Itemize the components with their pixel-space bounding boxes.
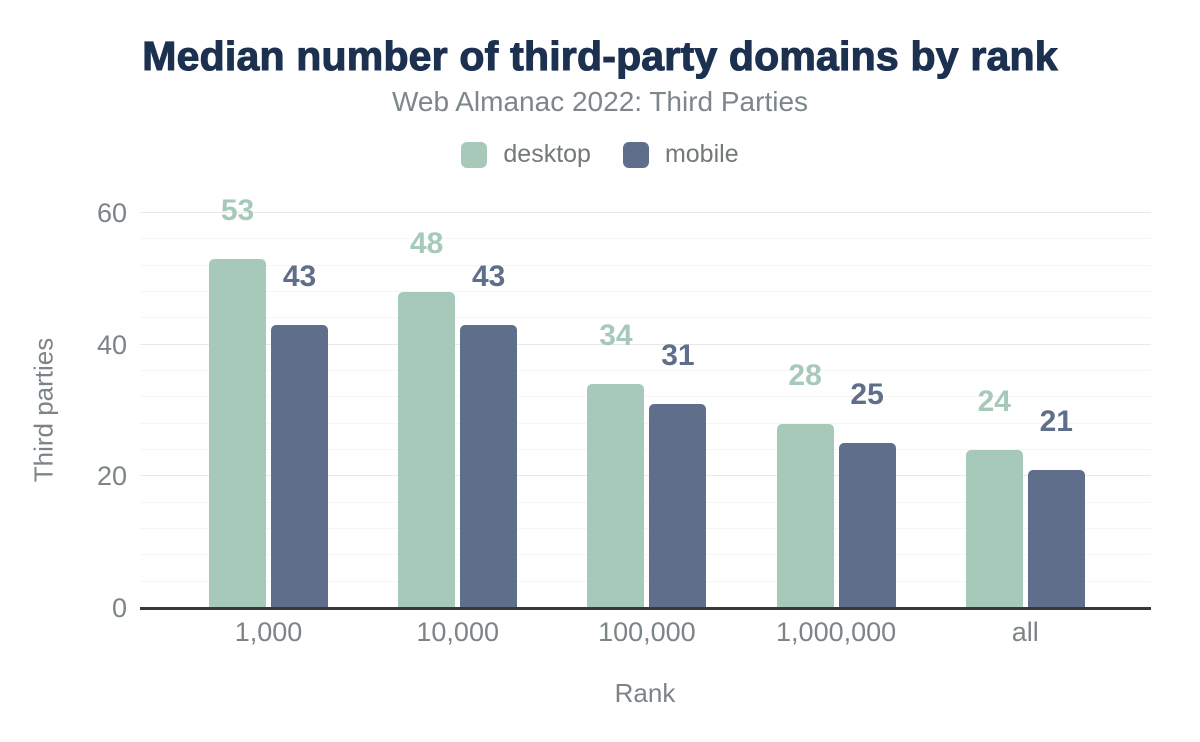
bar-value-label-mobile-1,000: 43 [282, 259, 317, 293]
chart-title: Median number of third-party domains by … [142, 32, 1058, 79]
minor-gridline-56 [140, 238, 1151, 240]
minor-gridline-4 [140, 580, 1151, 582]
bar-mobile-1,000[interactable] [271, 324, 328, 608]
y-tick-label-60: 60 [96, 198, 127, 228]
legend-item-mobile[interactable]: mobile [622, 140, 739, 169]
bar-mobile-100,000[interactable] [649, 403, 707, 608]
x-axis-title: Rank [614, 678, 676, 708]
x-tick-label-100,000: 100,000 [598, 617, 696, 647]
legend-label-desktop: desktop [503, 140, 591, 168]
bar-desktop-100,000[interactable] [587, 384, 645, 608]
x-tick-label-10,000: 10,000 [416, 617, 499, 647]
major-gridline-20 [140, 475, 1151, 477]
y-tick-label-0: 0 [111, 593, 127, 623]
plot-area: 53 48 34 28 24 43 43 31 25 21 [140, 196, 1151, 610]
bar-mobile-1,000,000[interactable] [838, 443, 896, 608]
minor-gridline-28 [140, 422, 1151, 424]
major-gridline-60 [140, 212, 1151, 213]
legend-label-mobile: mobile [664, 140, 739, 168]
minor-gridline-12 [140, 528, 1151, 529]
legend-swatch-desktop [461, 141, 488, 168]
minor-gridline-44 [140, 317, 1151, 319]
bar-desktop-10,000[interactable] [398, 292, 456, 608]
chart-subtitle: Web Almanac 2022: Third Parties [391, 86, 809, 117]
bar-mobile-10,000[interactable] [460, 324, 518, 608]
bar-desktop-all[interactable] [965, 450, 1023, 608]
bar-desktop-1,000[interactable] [209, 259, 266, 608]
bar-value-label-mobile-10,000: 43 [472, 259, 506, 293]
minor-gridline-32 [140, 396, 1151, 398]
bar-value-label-desktop-1,000,000: 28 [788, 358, 822, 392]
minor-gridline-24 [140, 449, 1151, 450]
legend: desktop mobile [0, 140, 1200, 169]
bar-value-label-desktop-all: 24 [977, 385, 1011, 418]
x-tick-label-all: all [1011, 617, 1039, 647]
major-gridline-40 [140, 343, 1151, 345]
minor-gridline-52 [140, 264, 1151, 266]
bar-value-label-desktop-10,000: 48 [410, 227, 444, 260]
legend-item-desktop[interactable]: desktop [461, 140, 591, 169]
x-axis-line [140, 607, 1151, 610]
y-tick-label-40: 40 [96, 329, 127, 360]
x-tick-label-1,000,000: 1,000,000 [776, 617, 897, 647]
bar-desktop-1,000,000[interactable] [776, 423, 834, 608]
bar-value-label-desktop-1,000: 53 [220, 194, 255, 228]
minor-gridline-48 [140, 291, 1151, 292]
minor-gridline-8 [140, 554, 1151, 556]
bar-value-label-mobile-100,000: 31 [661, 338, 695, 372]
bar-mobile-all[interactable] [1027, 469, 1085, 608]
minor-gridline-36 [140, 370, 1151, 371]
x-tick-label-1,000: 1,000 [234, 617, 303, 647]
minor-gridline-16 [140, 501, 1151, 503]
bar-value-label-mobile-all: 21 [1039, 404, 1073, 438]
y-tick-label-20: 20 [96, 461, 127, 492]
legend-swatch-mobile [622, 141, 649, 168]
bar-value-label-mobile-1,000,000: 25 [850, 378, 884, 412]
bar-value-label-desktop-100,000: 34 [599, 319, 633, 353]
